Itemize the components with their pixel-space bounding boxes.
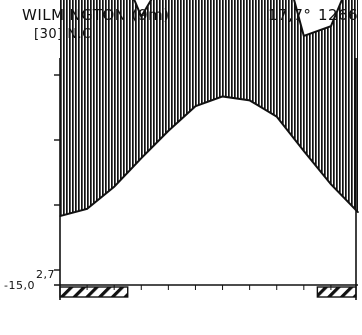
absolute-frost-bar <box>316 286 357 298</box>
precipitation-curve <box>133 0 343 38</box>
temperature-point <box>357 211 359 213</box>
frost-bars <box>59 286 357 298</box>
temperature-point <box>113 186 115 188</box>
chart-areas <box>60 0 358 217</box>
temperature-point <box>59 215 61 217</box>
temperature-point <box>248 99 251 102</box>
absolute-minimum-label: -15,0 <box>4 279 35 292</box>
temperature-point <box>140 157 143 159</box>
temperature-curve <box>59 95 359 218</box>
temperature-point <box>86 208 88 210</box>
temperature-point <box>303 150 305 152</box>
temperature-point <box>330 183 332 185</box>
temperature-point <box>275 115 278 118</box>
temperature-point <box>167 130 170 132</box>
temperature-point <box>221 95 224 98</box>
precipitation-point <box>303 35 305 37</box>
absolute-frost-bar <box>59 286 129 298</box>
temperature-point <box>194 105 197 107</box>
precipitation-point <box>330 25 332 28</box>
mean-daily-minimum-label: 2,7 <box>36 268 55 281</box>
chart-lines <box>59 0 359 218</box>
precipitation-point <box>140 15 143 18</box>
humid-area <box>60 0 358 217</box>
